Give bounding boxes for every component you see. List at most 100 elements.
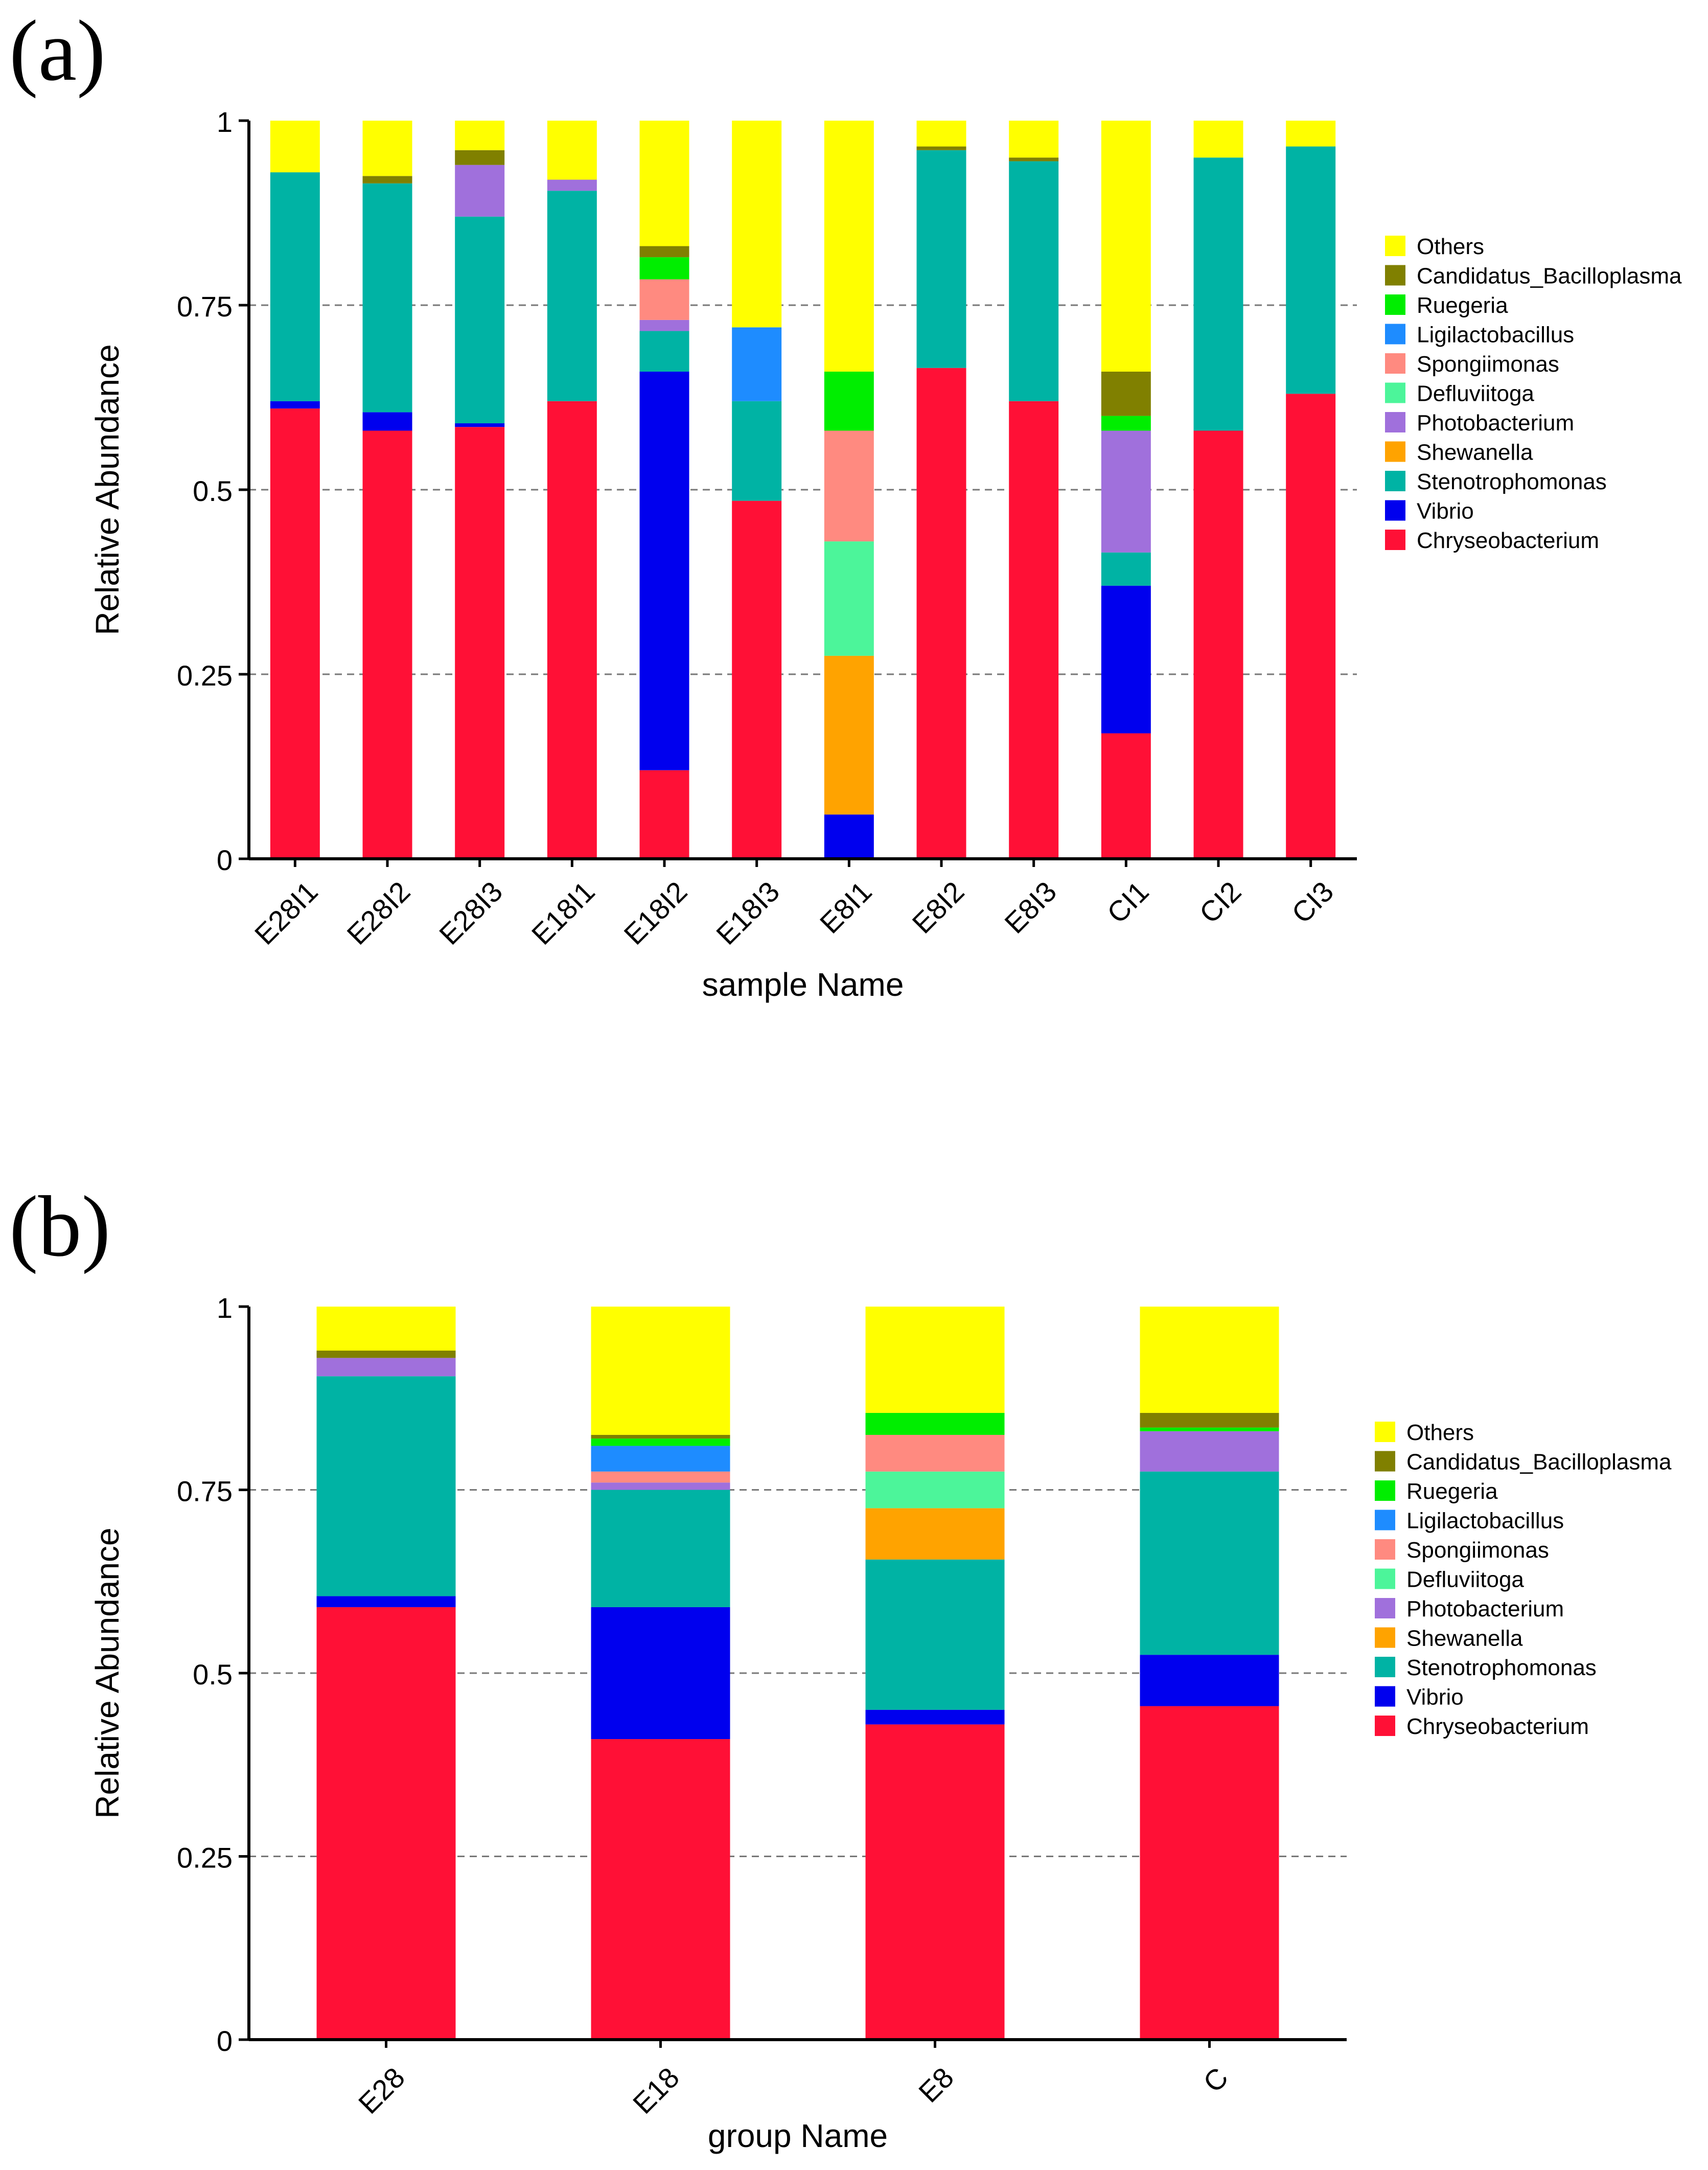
bar-segment-e18i2-spongiimonas [639, 279, 689, 320]
bar-segment-ci1-vibrio [1101, 585, 1151, 734]
bar-segment-e18-chryseobacterium [591, 1739, 730, 2040]
x-tick-label-ci2: CI2 [1193, 875, 1247, 929]
bar-segment-ci2-others [1193, 121, 1243, 158]
x-tick-label-c: C [1197, 2061, 1234, 2098]
bar-segment-ci2-chryseobacterium [1193, 430, 1243, 859]
legend-label-stenotrophomonas: Stenotrophomonas [1417, 469, 1607, 494]
x-tick-label-e18i3: E18I3 [710, 875, 786, 951]
bar-segment-c-stenotrophomonas [1140, 1471, 1279, 1655]
bar-segment-e28i1-chryseobacterium [270, 408, 320, 859]
legend-label-vibrio: Vibrio [1417, 499, 1474, 524]
legend-swatch-chryseobacterium [1375, 1716, 1395, 1736]
bar-segment-ci2-stenotrophomonas [1193, 157, 1243, 431]
bar-segment-e8-stenotrophomonas [865, 1559, 1005, 1710]
legend-label-photobacterium: Photobacterium [1406, 1596, 1564, 1621]
x-tick-label-e8i1: E8I1 [814, 875, 878, 940]
y-tick-label: 0.75 [177, 1475, 233, 1507]
x-tick-label-e28i3: E28I3 [433, 875, 509, 951]
legend-label-vibrio: Vibrio [1406, 1685, 1464, 1710]
legend-label-ligilactobacillus: Ligilactobacillus [1417, 323, 1574, 348]
bar-segment-e8i2-chryseobacterium [916, 368, 966, 859]
legend-label-ruegeria: Ruegeria [1417, 293, 1508, 318]
y-tick-label: 0.5 [193, 475, 233, 507]
y-axis-title: Relative Abundance [89, 344, 126, 635]
x-axis-title: group Name [708, 2117, 888, 2154]
legend-swatch-vibrio [1375, 1686, 1395, 1707]
x-tick-label-e28i2: E28I2 [340, 875, 416, 951]
bar-segment-e8-defluviitoga [865, 1471, 1005, 1509]
y-tick-label: 0.5 [193, 1658, 233, 1691]
legend-label-chryseobacterium: Chryseobacterium [1406, 1714, 1589, 1739]
panel-a-label: (a) [9, 3, 106, 99]
bar-segment-e28i2-others [362, 121, 412, 176]
bar-segment-e8-shewanella [865, 1508, 1005, 1560]
legend-swatch-shewanella [1385, 441, 1405, 462]
bar-segment-ci1-chryseobacterium [1101, 733, 1151, 859]
bar-segment-ci1-ruegeria [1101, 416, 1151, 431]
legend-label-shewanella: Shewanella [1417, 440, 1533, 465]
legend-swatch-photobacterium [1385, 412, 1405, 432]
bar-segment-e18-spongiimonas [591, 1471, 730, 1483]
legend-label-stenotrophomonas: Stenotrophomonas [1406, 1655, 1597, 1680]
legend-swatch-photobacterium [1375, 1598, 1395, 1618]
bar-segment-e28-vibrio [316, 1596, 456, 1607]
bar-segment-e18-ligilactobacillus [591, 1446, 730, 1472]
legend-swatch-stenotrophomonas [1385, 471, 1405, 491]
x-tick-label-e8i3: E8I3 [998, 875, 1063, 940]
legend-label-spongiimonas: Spongiimonas [1417, 352, 1559, 377]
bar-segment-e8-ruegeria [865, 1412, 1005, 1435]
bar-segment-e28-chryseobacterium [316, 1607, 456, 2040]
bar-segment-e8i1-defluviitoga [824, 541, 874, 656]
legend-swatch-candidatus-bacilloplasma [1385, 265, 1405, 286]
bar-segment-ci1-candidatus-bacilloplasma [1101, 371, 1151, 416]
bar-segment-c-ruegeria [1140, 1427, 1279, 1431]
bar-segment-e18-others [591, 1307, 730, 1435]
legend-label-ligilactobacillus: Ligilactobacillus [1406, 1509, 1564, 1534]
bar-segment-e28i3-vibrio [455, 423, 505, 427]
legend-swatch-chryseobacterium [1385, 530, 1405, 550]
bar-segment-e18i2-candidatus-bacilloplasma [639, 246, 689, 258]
bar-segment-c-photobacterium [1140, 1431, 1279, 1472]
bar-segment-e28-photobacterium [316, 1358, 456, 1377]
bar-segment-e28-candidatus-bacilloplasma [316, 1351, 456, 1358]
legend-swatch-others [1375, 1422, 1395, 1442]
bar-segment-e8i2-stenotrophomonas [916, 150, 966, 368]
bar-segment-e8i2-candidatus-bacilloplasma [916, 146, 966, 150]
bar-segment-ci3-others [1286, 121, 1336, 147]
bar-segment-e18-ruegeria [591, 1438, 730, 1446]
x-tick-label-e28i1: E28I1 [248, 875, 324, 951]
bar-segment-ci3-chryseobacterium [1286, 394, 1336, 859]
bar-segment-e8i3-others [1009, 121, 1059, 158]
legend-swatch-candidatus-bacilloplasma [1375, 1451, 1395, 1472]
bar-segment-e28i2-stenotrophomonas [362, 183, 412, 413]
y-tick-label: 0.25 [177, 659, 233, 692]
legend-swatch-ruegeria [1385, 294, 1405, 315]
bar-segment-e8i1-others [824, 121, 874, 372]
bar-segment-e28i1-others [270, 121, 320, 173]
bar-segment-e8-vibrio [865, 1709, 1005, 1725]
bar-segment-e18i3-others [732, 121, 782, 328]
bar-segment-e18i1-others [547, 121, 597, 180]
bar-segment-c-vibrio [1140, 1655, 1279, 1706]
x-tick-label-ci1: CI1 [1101, 875, 1155, 929]
bar-segment-e18i1-photobacterium [547, 179, 597, 191]
bar-segment-e18-stenotrophomonas [591, 1490, 730, 1607]
bar-segment-ci3-stenotrophomonas [1286, 146, 1336, 394]
legend-label-defluviitoga: Defluviitoga [1406, 1567, 1524, 1592]
legend-label-candidatus-bacilloplasma: Candidatus_Bacilloplasma [1417, 264, 1682, 289]
chart-a: E28I1 E28I2 E28I3 E18I1 E18I2 E18I3 E8I1 E8I2 E8… [89, 106, 1682, 1003]
legend-swatch-ligilactobacillus [1375, 1510, 1395, 1531]
legend-label-candidatus-bacilloplasma: Candidatus_Bacilloplasma [1406, 1450, 1672, 1475]
x-tick-label-e18i2: E18I2 [617, 875, 693, 951]
bar-segment-e8i2-others [916, 121, 966, 147]
bar-segment-e8-others [865, 1307, 1005, 1413]
bar-segment-e18i2-others [639, 121, 689, 246]
bar-segment-e28i2-vibrio [362, 412, 412, 431]
bar-segment-e28i2-chryseobacterium [362, 430, 412, 859]
x-tick-label-e18: E18 [627, 2061, 685, 2120]
x-tick-label-e8i2: E8I2 [906, 875, 970, 940]
bar-segment-e28i3-stenotrophomonas [455, 216, 505, 424]
bar-segment-ci1-stenotrophomonas [1101, 552, 1151, 586]
legend-swatch-defluviitoga [1385, 382, 1405, 403]
y-tick-label: 0.25 [177, 1842, 233, 1874]
